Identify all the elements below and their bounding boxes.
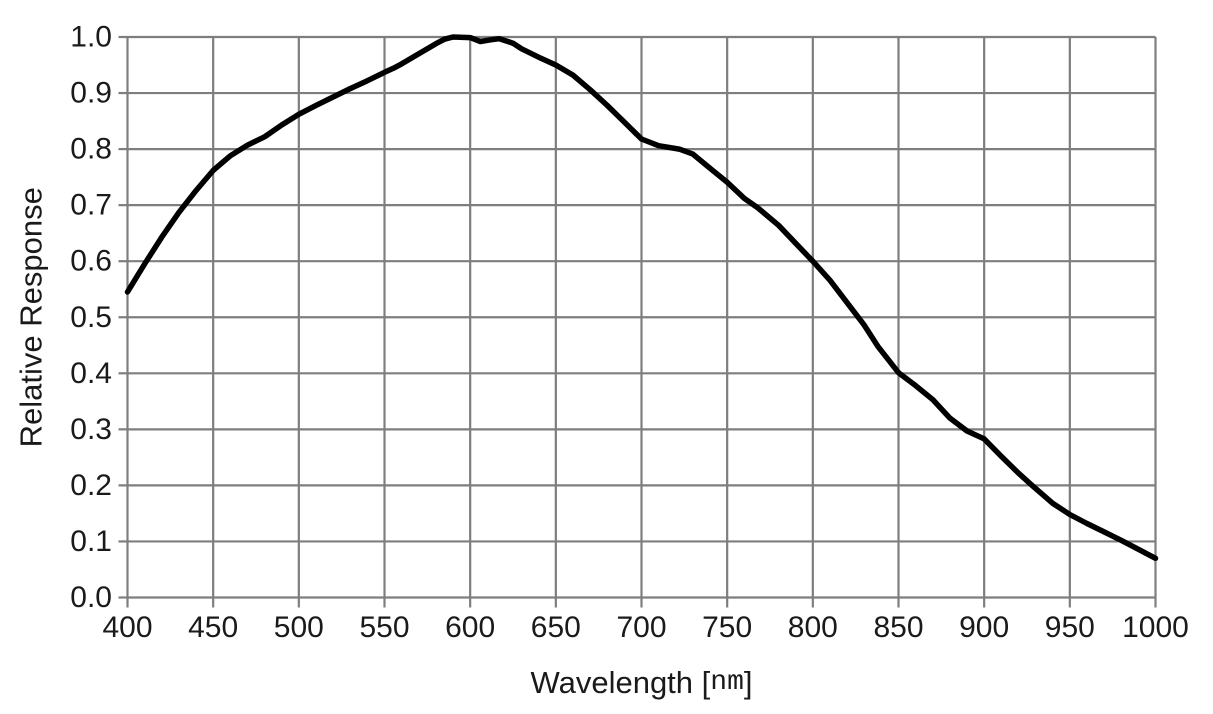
- x-tick-label: 600: [445, 611, 495, 644]
- x-tick-label: 500: [274, 611, 324, 644]
- x-tick-label: 400: [102, 611, 152, 644]
- x-tick-label: 1000: [1122, 611, 1189, 644]
- y-tick-label: 0.5: [70, 301, 112, 334]
- y-tick-label: 0.8: [70, 133, 112, 166]
- x-axis-title: Wavelength [nm]: [530, 665, 752, 700]
- x-tick-label: 550: [359, 611, 409, 644]
- x-tick-label: 850: [873, 611, 923, 644]
- y-tick-labels: 0.0 0.1 0.2 0.3 0.4 0.5 0.6 0.7 0.8 0.9 1.0: [70, 21, 112, 615]
- y-tick-label: 0.1: [70, 525, 112, 558]
- x-tick-label: 750: [702, 611, 752, 644]
- y-tick-label: 0.3: [70, 413, 112, 446]
- x-tick-label: 450: [188, 611, 238, 644]
- y-axis-title: Relative Response: [14, 187, 49, 447]
- x-tick-label: 900: [959, 611, 1009, 644]
- y-tick-label: 0.0: [70, 581, 112, 614]
- y-tick-label: 0.6: [70, 245, 112, 278]
- gridlines: [126, 35, 1157, 599]
- x-tick-label: 700: [616, 611, 666, 644]
- y-tick-label: 1.0: [70, 21, 112, 54]
- x-tick-label: 950: [1045, 611, 1095, 644]
- y-tick-label: 0.4: [70, 357, 112, 390]
- x-tick-labels: 400 450 500 550 600 650 700 750 800 850 900 950 1000: [102, 611, 1188, 644]
- response-curve: [124, 34, 1159, 562]
- y-tick-label: 0.9: [70, 77, 112, 110]
- y-tick-label: 0.2: [70, 469, 112, 502]
- x-tick-label: 800: [788, 611, 838, 644]
- x-tick-label: 650: [531, 611, 581, 644]
- y-tick-label: 0.7: [70, 189, 112, 222]
- axis-ticks: [118, 35, 1157, 608]
